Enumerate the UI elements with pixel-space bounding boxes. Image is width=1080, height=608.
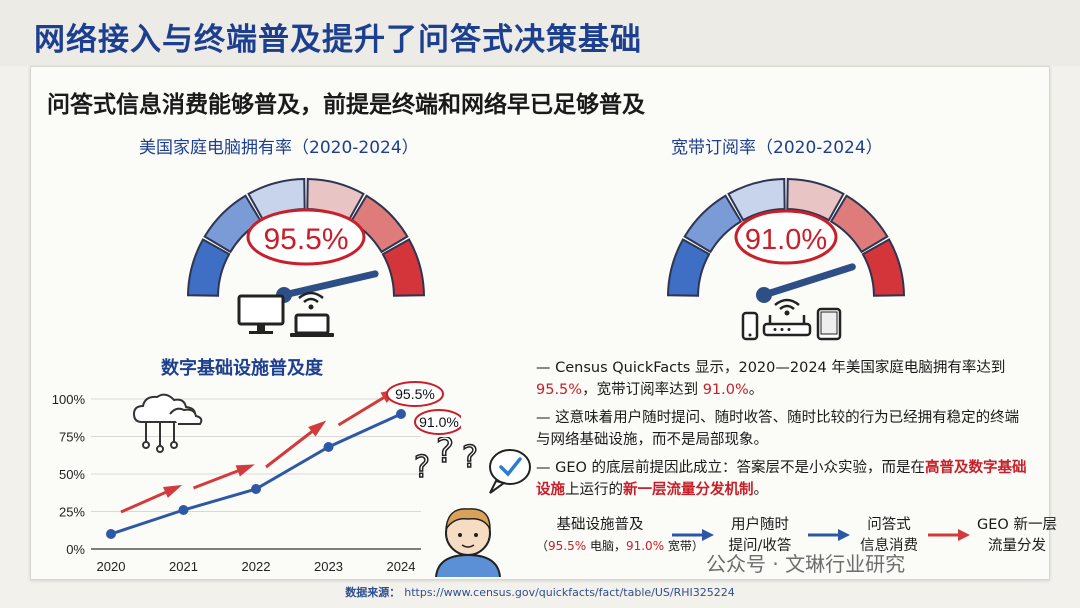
svg-text:?: ? — [462, 440, 478, 475]
header-bar: 网络接入与终端普及提升了问答式决策基础 — [0, 0, 1080, 66]
flow-step-geo: GEO 新一层 流量分发 — [977, 517, 1057, 554]
watermark: 公众号 · 文琳行业研究 — [706, 552, 906, 576]
x-tick-label: 2021 — [169, 559, 198, 574]
trend-arrowhead — [308, 420, 327, 437]
x-tick-label: 2024 — [387, 559, 416, 574]
data-point — [396, 409, 406, 419]
y-tick-label: 100% — [52, 392, 86, 407]
cloud-network-icon — [132, 393, 203, 453]
flow-step-qa-consumption: 问答式 信息消费 — [860, 517, 918, 554]
trend-arrow — [265, 423, 322, 469]
gauge-needle — [760, 263, 856, 299]
gauge-segment — [683, 194, 743, 254]
trend-arrowhead — [235, 464, 255, 477]
gauge-value-oval — [734, 209, 838, 265]
x-tick-label: 2023 — [314, 559, 343, 574]
flow-arrow — [928, 529, 970, 541]
value-callout-oval — [386, 381, 444, 407]
data-point — [106, 529, 116, 539]
y-tick-label: 75% — [59, 430, 85, 445]
svg-text:?: ? — [414, 450, 430, 485]
flow-arrow — [808, 529, 850, 541]
content-card: 问答式信息消费能够普及，前提是终端和网络早已足够普及 美国家庭电脑拥有率（202… — [30, 66, 1057, 580]
trend-arrowhead — [163, 485, 183, 498]
gauge-segment — [786, 177, 845, 222]
laptop-icon — [290, 313, 334, 337]
data-point — [178, 505, 189, 515]
gauge-segment — [186, 238, 231, 297]
flow-diagram: 基础设施普及 （95.5% 电脑，91.0% 宽带） 用户随时 提问/收答 问答式… — [536, 515, 1057, 575]
thinking-person-icon: ? ? ? — [413, 437, 531, 577]
y-tick-label: 25% — [59, 505, 85, 520]
gauge-value-label: 95.5% — [263, 223, 348, 256]
wifi-icon — [298, 291, 324, 310]
bullet-item: — GEO 的底层前提因此成立：答案层不是小众实验，而是在高普及数字基础设施上运… — [536, 460, 1027, 498]
flow-step-user-qa: 用户随时 提问/收答 — [728, 517, 792, 554]
bullet-list: — Census QuickFacts 显示，2020—2024 年美国家庭电脑… — [536, 357, 1031, 507]
flow-arrow — [672, 529, 714, 541]
x-tick-label: 2022 — [242, 559, 271, 574]
gauge-broadband: 91.0% — [666, 177, 906, 303]
gauge-segment — [727, 177, 786, 222]
data-point — [251, 484, 261, 494]
gauge-title-computer: 美国家庭电脑拥有率（2020-2024） — [139, 138, 419, 158]
gauge-segment — [861, 238, 906, 297]
x-tick-label: 2020 — [97, 559, 126, 574]
bullet-item: — 这意味着用户随时提问、随时收答、随时比较的行为已经拥有稳定的终端与网络基础设… — [536, 410, 1020, 448]
desktop-computer-icon — [237, 294, 285, 334]
y-tick-label: 0% — [66, 542, 85, 557]
value-callout: 91.0% — [419, 414, 459, 430]
gauge-value-label: 91.0% — [745, 224, 827, 256]
gauge-segments — [186, 177, 426, 297]
gauge-needle — [280, 270, 379, 299]
svg-text:?: ? — [436, 437, 454, 471]
gauge-segment — [381, 238, 426, 297]
page-title: 网络接入与终端普及提升了问答式决策基础 — [34, 22, 642, 58]
subtitle: 问答式信息消费能够普及，前提是终端和网络早已足够普及 — [47, 92, 645, 118]
gauge-value-oval — [246, 208, 366, 266]
tablet-icon — [816, 307, 842, 341]
gauge-segments — [666, 177, 906, 297]
chart-title: 数字基础设施普及度 — [161, 358, 323, 379]
gauge-computer: 95.5% — [186, 177, 426, 303]
gauge-title-broadband: 宽带订阅率（2020-2024） — [671, 138, 883, 158]
gauge-hub — [756, 287, 772, 303]
router-icon — [762, 298, 812, 337]
data-point — [323, 442, 334, 452]
gauge-segment — [666, 238, 711, 297]
value-callout-oval — [414, 409, 461, 435]
data-source: 数据来源： https://www.census.gov/quickfacts/f… — [345, 586, 735, 599]
source-link[interactable]: https://www.census.gov/quickfacts/fact/t… — [404, 586, 735, 599]
infrastructure-line-chart: 0% 25% 50% 75% 100% 2020 2021 2022 2023 2024 95.5… — [52, 381, 461, 574]
flow-step-infrastructure: 基础设施普及 （95.5% 电脑，91.0% 宽带） — [536, 517, 704, 553]
bullet-item: — Census QuickFacts 显示，2020—2024 年美国家庭电脑… — [536, 360, 1006, 398]
value-callout: 95.5% — [395, 386, 435, 402]
gauge-segment — [203, 194, 263, 254]
phone-icon — [741, 311, 759, 341]
gauge-segment — [829, 194, 889, 254]
y-tick-label: 50% — [59, 467, 85, 482]
